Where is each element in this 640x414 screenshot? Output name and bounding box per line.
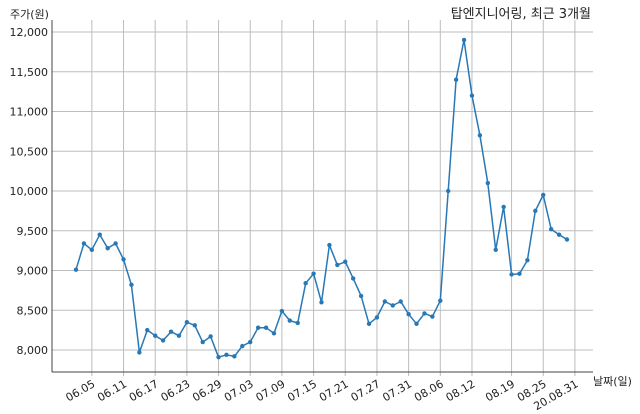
data-point [564,237,570,242]
data-point [255,325,261,330]
data-point [335,262,340,268]
data-point [517,271,522,276]
data-point [192,323,197,328]
x-tick-label: 08.12 [444,377,478,404]
data-point [184,319,190,325]
series-line [75,39,568,358]
axes [51,20,593,373]
data-point [200,339,205,345]
data-point [453,77,459,82]
x-tick-label: 07.15 [285,377,319,404]
data-point [176,333,182,338]
data-point [303,281,308,286]
x-tick-label: 08.06 [412,377,446,404]
data-point [485,180,491,186]
data-point [343,259,348,264]
data-point [438,298,443,303]
data-point [358,293,364,299]
data-point [493,247,498,253]
data-point [366,321,372,326]
data-point [469,93,475,98]
data-point [208,334,213,339]
y-tick-label: 11,000 [10,106,49,119]
data-point [145,327,150,333]
data-point [129,282,134,288]
data-point [446,188,451,194]
data-point [168,329,174,334]
y-tick-label: 11,500 [10,66,49,79]
data-point [263,325,269,330]
x-tick-label: 06.29 [190,377,224,404]
data-point [541,192,546,198]
x-tick-label: 06.17 [127,377,161,404]
data-point [97,232,102,237]
data-point [327,242,332,248]
data-point [509,272,514,277]
data-point [414,321,419,326]
data-point [160,338,166,343]
y-tick-label: 8,500 [17,304,49,317]
x-tick-labels: 06.0506.1106.1706.2306.2907.0307.0907.15… [64,377,581,413]
data-point [501,204,506,210]
data-point [224,352,229,357]
data-point [533,208,538,214]
data-point [105,246,110,251]
data-point [382,299,388,304]
x-tick-label: 06.23 [159,377,193,404]
data-point [461,37,467,43]
x-tick-label: 07.27 [349,377,383,404]
data-point [374,315,380,320]
data-point [73,267,79,272]
series-group [73,37,570,360]
data-point [556,232,562,237]
data-point [406,312,411,317]
data-point [232,354,237,359]
data-point [89,247,95,253]
data-point [137,350,142,355]
data-point [240,343,245,349]
data-point [390,303,395,308]
x-tick-label: 07.03 [222,377,256,404]
y-tick-label: 10,000 [10,185,49,198]
data-point [477,133,483,138]
data-point [295,320,300,326]
data-point [81,241,87,246]
data-point [548,226,554,232]
x-tick-label: 06.05 [64,377,98,404]
data-point [319,300,324,305]
x-axis-title: 날짜(일) [593,374,632,388]
y-tick-label: 12,000 [10,26,49,39]
data-point [279,308,285,314]
x-tick-label: 06.11 [95,377,129,404]
data-point [398,299,403,304]
y-tick-label: 9,500 [17,225,49,238]
x-tick-label: 07.09 [254,377,288,404]
data-point [152,333,158,338]
data-point [422,311,427,316]
y-tick-label: 9,000 [17,265,49,278]
grid-lines [52,20,593,376]
x-tick-label: 07.21 [317,377,351,404]
y-axis-title: 주가(원) [10,8,49,21]
data-point [248,339,253,345]
chart-title: 탑엔지니어링, 최근 3개월 [451,7,591,22]
x-tick-label: 07.31 [380,377,414,404]
data-point [113,241,118,246]
data-point [271,331,277,336]
y-tick-label: 10,500 [10,145,49,158]
y-tick-labels: 8,000 8,500 9,000 9,500 10,000 10,500 11,000 11… [10,26,49,357]
data-point [525,257,530,263]
data-point [121,257,126,262]
data-point [430,314,435,319]
data-point [311,271,316,276]
data-point [350,276,356,281]
data-point [216,354,221,360]
x-tick-label: 08.19 [483,377,517,404]
data-point [287,318,293,323]
y-tick-label: 8,000 [17,344,49,357]
